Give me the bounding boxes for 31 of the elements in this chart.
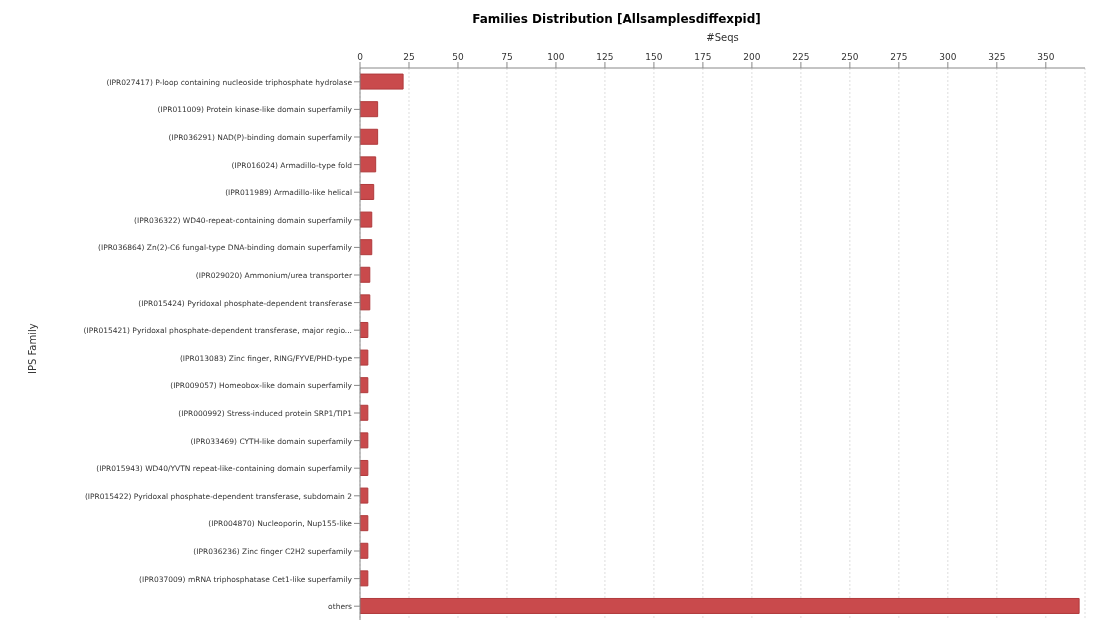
- x-tick-label: 300: [939, 52, 957, 62]
- x-tick-label: 350: [1037, 52, 1055, 62]
- bar: [360, 570, 369, 587]
- x-axis-title: #Seqs: [706, 32, 739, 44]
- bar: [360, 349, 369, 366]
- x-tick-label: 150: [645, 52, 663, 62]
- bar: [360, 597, 1080, 614]
- bar: [360, 487, 369, 504]
- x-tick-label: 25: [403, 52, 415, 62]
- x-tick-label: 275: [890, 52, 908, 62]
- x-tick-label: 75: [501, 52, 513, 62]
- x-tick-label: 125: [596, 52, 614, 62]
- bar: [360, 294, 371, 311]
- bar: [360, 128, 379, 145]
- x-tick-label: 175: [694, 52, 712, 62]
- x-tick-label: 100: [547, 52, 565, 62]
- y-axis-title: IPS Family: [26, 323, 38, 374]
- bar: [360, 183, 375, 200]
- bar: [360, 432, 369, 449]
- x-tick-label: 250: [841, 52, 859, 62]
- x-tick-label: 325: [988, 52, 1006, 62]
- chart-title: Families Distribution [Allsamplesdiffexpid]: [471, 11, 762, 28]
- x-tick-label: 50: [452, 52, 464, 62]
- bar: [360, 211, 373, 228]
- x-tick-label: 225: [792, 52, 810, 62]
- bar: [360, 101, 379, 118]
- x-tick-label: 0: [357, 52, 364, 62]
- bar: [360, 73, 404, 90]
- bar: [360, 239, 373, 256]
- x-tick-label: 200: [743, 52, 761, 62]
- bar: [360, 156, 377, 173]
